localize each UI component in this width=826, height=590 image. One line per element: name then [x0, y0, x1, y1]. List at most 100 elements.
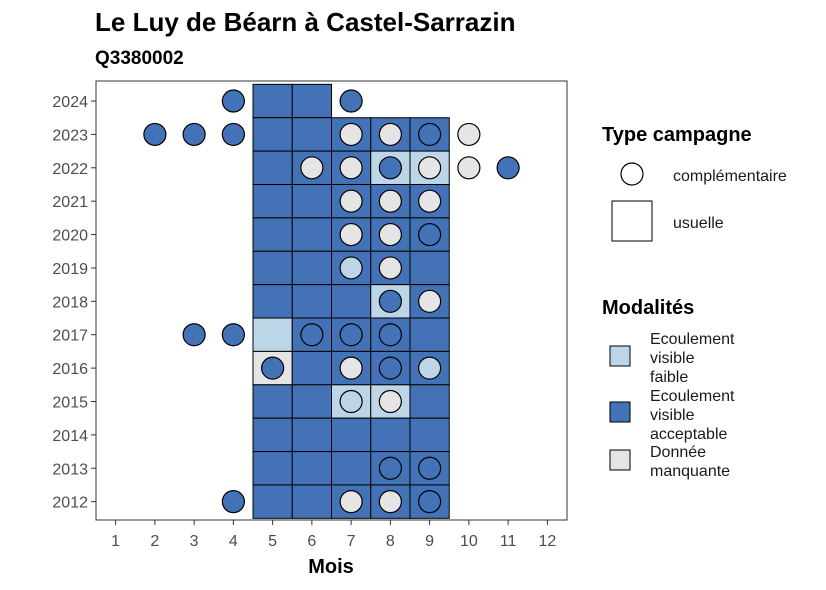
legend-key-complementaire: [620, 162, 644, 186]
legend-type-title: Type campagne: [602, 124, 752, 146]
x-tick-label: 6: [307, 533, 316, 550]
tile-2012-6: [291, 484, 332, 519]
y-tick-label: 2023: [52, 127, 88, 144]
y-tick-label: 2014: [52, 428, 88, 445]
tile-2022-5: [252, 150, 293, 185]
point-2022-11: [496, 156, 520, 180]
x-tick-label: 9: [425, 533, 434, 550]
legend-label-faible: Ecoulement visible faible: [650, 331, 735, 386]
x-tick-label: 12: [538, 533, 556, 550]
x-tick-label: 3: [190, 533, 199, 550]
y-tick-label: 2020: [52, 228, 88, 245]
legend-label-line: manquante: [650, 463, 730, 480]
tile-2013-5: [252, 451, 293, 486]
point-2020-7: [339, 222, 363, 247]
point-2022-6: [300, 156, 324, 180]
tile-2015-9: [409, 384, 450, 419]
point-2023-7: [339, 122, 363, 147]
legend-type-campagne: Type campagne complémentaire usuelle: [602, 124, 787, 242]
point-2023-10: [457, 122, 481, 147]
legend-label-complementaire: complémentaire: [673, 168, 787, 185]
point-2021-8: [378, 189, 402, 213]
legend-label-line: Ecoulement: [650, 388, 735, 405]
tile-2021-5: [252, 183, 293, 219]
point-2013-9: [418, 456, 442, 480]
point-2020-9: [418, 222, 442, 247]
legend-label-usuelle: usuelle: [673, 215, 724, 232]
tile-2015-6: [291, 384, 332, 419]
tile-2017-9: [409, 317, 450, 352]
point-2017-3: [182, 323, 206, 347]
x-tick-label: 2: [150, 533, 159, 550]
x-tick-label: 8: [386, 533, 395, 550]
x-tick-label: 10: [460, 533, 478, 550]
x-tick-label: 11: [500, 533, 517, 550]
point-2016-8: [378, 356, 402, 380]
tile-2018-5: [252, 284, 293, 319]
legend-label-line: visible: [650, 407, 695, 424]
tile-2020-6: [291, 217, 332, 252]
legend-label-line: faible: [650, 369, 688, 386]
y-tick-label: 2017: [52, 328, 88, 345]
tile-2014-8: [370, 417, 411, 453]
tile-2024-5: [252, 83, 293, 119]
x-axis-title: Mois: [308, 556, 354, 578]
tile-2019-6: [291, 250, 332, 286]
point-2017-7: [339, 323, 363, 347]
legend-key-manquante: [609, 449, 631, 471]
point-2012-8: [378, 490, 402, 514]
point-2012-4: [221, 490, 245, 514]
point-2016-7: [339, 356, 363, 380]
y-tick-label: 2013: [52, 461, 88, 478]
point-2012-9: [418, 490, 442, 514]
point-2024-7: [339, 89, 363, 113]
point-2024-4: [221, 89, 245, 113]
point-2023-4: [221, 122, 245, 147]
tile-2018-7: [331, 284, 372, 319]
tile-2019-9: [409, 250, 450, 286]
y-tick-label: 2024: [52, 94, 88, 111]
tile-2018-6: [291, 284, 332, 319]
tile-2020-5: [252, 217, 293, 252]
tile-2015-5: [252, 384, 293, 419]
legend-modalites: Modalités Ecoulement visible faibleEcoulem…: [602, 297, 735, 480]
point-2021-7: [339, 189, 363, 213]
point-2023-9: [418, 122, 442, 147]
y-tick-label: 2018: [52, 294, 88, 311]
y-tick-label: 2016: [52, 361, 88, 378]
point-2013-8: [378, 456, 402, 480]
point-2022-10: [457, 156, 481, 180]
y-tick-label: 2012: [52, 495, 88, 512]
legend-modalites-title: Modalités: [602, 297, 694, 319]
point-2022-8: [378, 156, 402, 180]
y-tick-label: 2015: [52, 394, 88, 411]
tile-2023-5: [252, 117, 293, 152]
tile-2016-6: [291, 350, 332, 386]
legend-label-line: visible: [650, 350, 695, 367]
point-2022-7: [339, 156, 363, 180]
point-2018-8: [378, 289, 402, 313]
point-2017-4: [221, 323, 245, 347]
tile-2013-6: [291, 451, 332, 486]
legend-key-acceptable: [609, 401, 631, 423]
tile-2013-7: [331, 451, 372, 486]
panel-border: [95, 80, 568, 521]
point-2012-7: [339, 490, 363, 514]
legend-label-line: acceptable: [650, 426, 727, 443]
legend-key-usuelle: [611, 200, 653, 242]
complementaire-points: [143, 89, 520, 514]
x-tick-label: 5: [268, 533, 277, 550]
point-2015-8: [378, 389, 402, 414]
y-tick-label: 2019: [52, 261, 88, 278]
tile-2014-7: [331, 417, 372, 453]
legend-label-line: Donnée: [650, 444, 706, 461]
point-2023-8: [378, 122, 402, 147]
tile-2014-6: [291, 417, 332, 453]
legend-key-faible: [609, 345, 631, 367]
x-axis: 1 2 3 4 5 6 7 8 9 10 11 12: [111, 520, 556, 550]
point-2019-7: [339, 256, 363, 280]
point-2021-9: [418, 189, 442, 213]
tile-2012-5: [252, 484, 293, 519]
point-2016-9: [418, 356, 442, 380]
